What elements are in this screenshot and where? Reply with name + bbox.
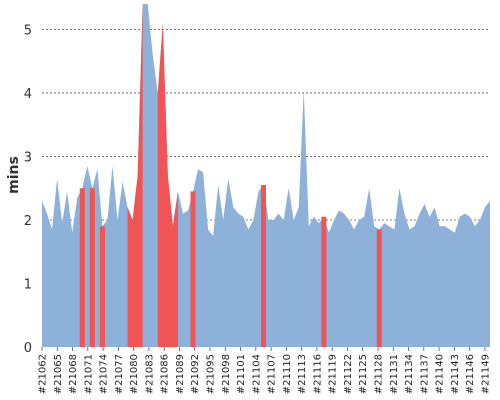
x-tick-label: #21065 bbox=[53, 354, 64, 394]
highlight-bar bbox=[376, 229, 382, 347]
y-tick-label: 5 bbox=[24, 23, 32, 38]
x-tick-label: #21110 bbox=[282, 354, 293, 394]
highlight-bar bbox=[190, 191, 196, 347]
x-tick-label: #21125 bbox=[358, 354, 369, 394]
x-tick-label: #21149 bbox=[480, 354, 491, 394]
y-tick-label: 0 bbox=[24, 341, 32, 356]
x-tick-label: #21131 bbox=[389, 354, 400, 394]
x-tick-label: #21134 bbox=[404, 354, 415, 394]
highlight-bar bbox=[79, 188, 85, 347]
series-area-path bbox=[42, 4, 490, 347]
x-tick-label: #21098 bbox=[221, 354, 232, 394]
highlight-bar bbox=[157, 23, 178, 348]
x-tick-label: #21140 bbox=[435, 354, 446, 394]
highlight-bar bbox=[99, 226, 105, 347]
x-tick-label: #21128 bbox=[374, 354, 385, 394]
x-tick-label: #21077 bbox=[114, 354, 125, 394]
y-tick-label: 2 bbox=[24, 214, 32, 229]
highlight-bar bbox=[260, 185, 266, 347]
y-tick-label: 1 bbox=[24, 277, 32, 292]
x-tick-label: #21113 bbox=[297, 354, 308, 394]
x-tick-label: #21089 bbox=[175, 354, 186, 394]
x-tick-label: #21062 bbox=[38, 354, 49, 394]
x-tick-label: #21122 bbox=[343, 354, 354, 394]
highlight-bars bbox=[79, 4, 382, 348]
x-tick-label: #21092 bbox=[190, 354, 201, 394]
y-axis-ticks: 0 1 2 3 4 5 bbox=[24, 23, 32, 356]
x-tick-label: #21068 bbox=[68, 354, 79, 394]
highlight-bar bbox=[127, 4, 143, 347]
x-tick-label: #21119 bbox=[328, 354, 339, 394]
x-tick-label: #21083 bbox=[144, 354, 155, 394]
x-tick-label: #21071 bbox=[83, 354, 94, 394]
x-tick-label: #21095 bbox=[206, 354, 217, 394]
y-tick-label: 4 bbox=[24, 87, 32, 102]
x-tick-label: #21080 bbox=[129, 354, 140, 394]
x-tick-label: #21107 bbox=[267, 354, 278, 394]
x-axis-ticks: #21062 #21065 #21068 #21071 #21074 #21077 #210… bbox=[38, 347, 491, 394]
x-tick-label: #21146 bbox=[465, 354, 476, 394]
x-tick-label: #21116 bbox=[312, 354, 323, 394]
x-tick-label: #21137 bbox=[419, 354, 430, 394]
x-tick-label: #21074 bbox=[99, 354, 110, 394]
y-axis-label: mins bbox=[6, 156, 22, 194]
x-tick-label: #21104 bbox=[251, 354, 262, 394]
x-tick-label: #21101 bbox=[236, 354, 247, 394]
highlight-bar bbox=[89, 188, 95, 347]
x-tick-label: #21086 bbox=[160, 354, 171, 394]
y-tick-label: 3 bbox=[24, 150, 32, 165]
highlight-bar bbox=[321, 216, 327, 347]
x-tick-label: #21143 bbox=[450, 354, 461, 394]
series-area bbox=[42, 4, 490, 347]
